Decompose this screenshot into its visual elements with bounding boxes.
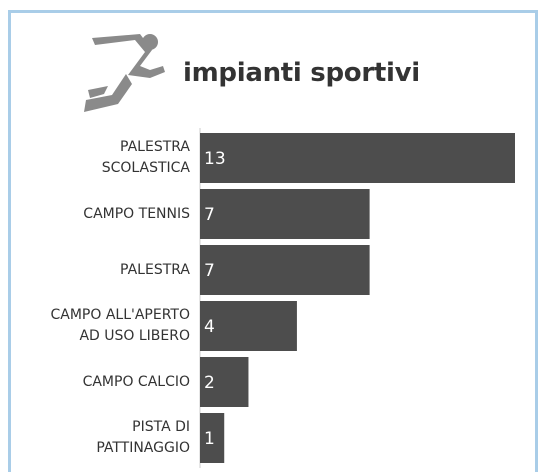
chart-title: impianti sportivi bbox=[183, 58, 420, 88]
value-label: 2 bbox=[204, 373, 215, 393]
bar bbox=[200, 189, 370, 239]
value-label: 1 bbox=[204, 429, 215, 449]
bar bbox=[200, 245, 370, 295]
value-label: 7 bbox=[204, 261, 215, 281]
value-label: 13 bbox=[204, 149, 226, 169]
bar bbox=[200, 357, 249, 407]
runner-icon bbox=[84, 34, 165, 112]
category-label: PISTA DI PATTINAGGIO bbox=[96, 419, 190, 456]
category-label: CAMPO ALL'APERTO AD USO LIBERO bbox=[50, 307, 190, 344]
value-label: 4 bbox=[204, 317, 215, 337]
value-label: 7 bbox=[204, 205, 215, 225]
category-label: CAMPO TENNIS bbox=[83, 205, 190, 222]
bar bbox=[200, 413, 225, 463]
bar bbox=[200, 133, 515, 183]
bar bbox=[200, 301, 297, 351]
category-label: PALESTRA SCOLASTICA bbox=[101, 139, 190, 176]
category-label: PALESTRA bbox=[120, 261, 190, 278]
category-label: CAMPO CALCIO bbox=[82, 373, 190, 390]
frame bbox=[8, 10, 538, 472]
